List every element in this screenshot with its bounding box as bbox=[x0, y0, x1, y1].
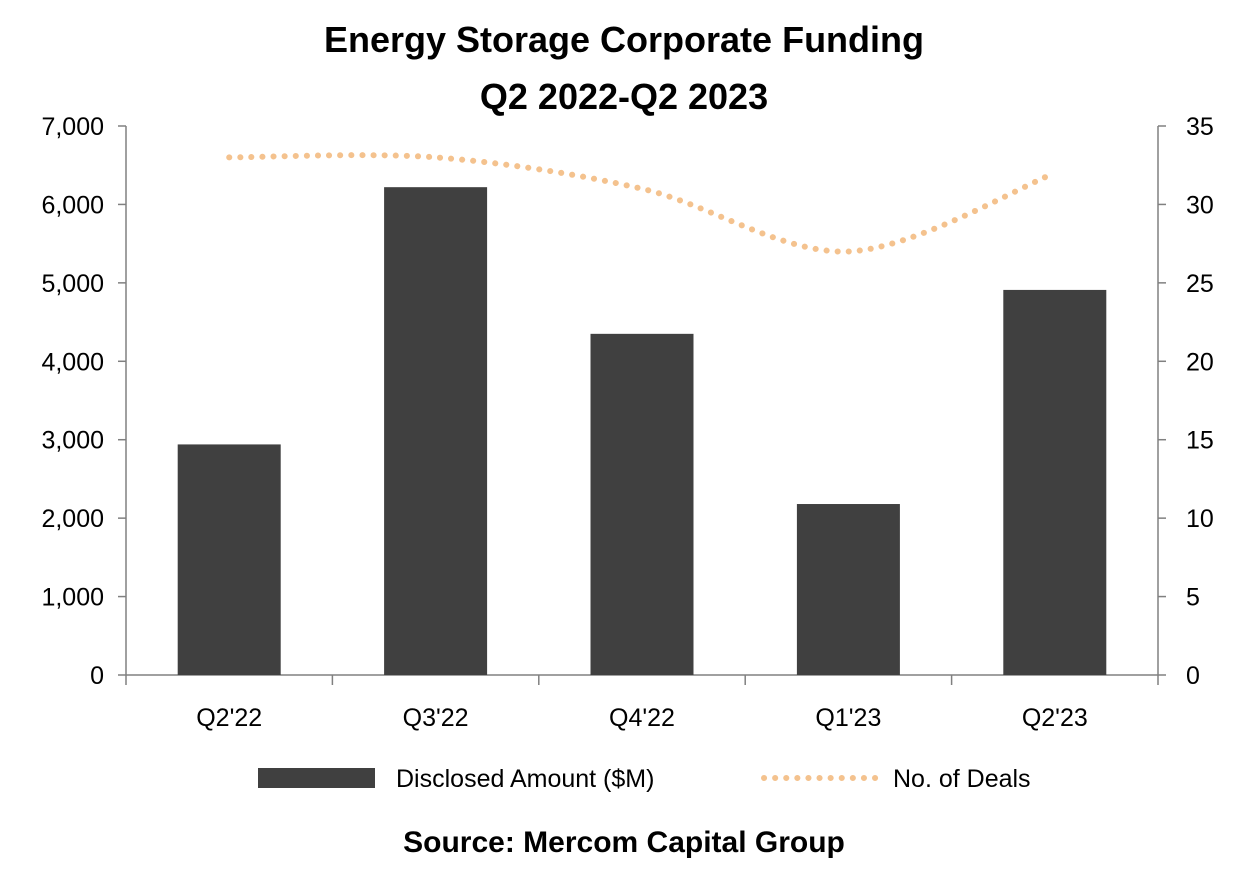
legend-swatch-disclosed-amount bbox=[258, 768, 375, 788]
bar bbox=[177, 444, 281, 675]
deals-line-path bbox=[226, 152, 1058, 255]
left-tick-label: 0 bbox=[90, 662, 104, 690]
chart-subtitle: Q2 2022-Q2 2023 bbox=[480, 76, 768, 117]
x-tick-label: Q4'22 bbox=[609, 704, 675, 732]
x-tick-label: Q2'22 bbox=[196, 704, 262, 732]
line-series bbox=[226, 152, 1058, 255]
legend-label-no-of-deals: No. of Deals bbox=[893, 765, 1031, 793]
right-y-axis: 0 5 10 15 20 25 30 35 bbox=[1157, 113, 1214, 690]
left-tick-label: 2,000 bbox=[41, 505, 104, 533]
x-tick-label: Q2'23 bbox=[1022, 704, 1088, 732]
source-caption: Source: Mercom Capital Group bbox=[403, 826, 845, 859]
left-tick-label: 3,000 bbox=[41, 427, 104, 455]
left-tick-label: 1,000 bbox=[41, 584, 104, 612]
chart-title: Energy Storage Corporate Funding bbox=[324, 19, 924, 60]
right-tick-label: 0 bbox=[1186, 662, 1200, 690]
x-axis: Q2'22 Q3'22 Q4'22 Q1'23 Q2'23 bbox=[125, 674, 1159, 732]
right-tick-label: 25 bbox=[1186, 270, 1214, 298]
right-tick-label: 10 bbox=[1186, 505, 1214, 533]
x-tick-label: Q1'23 bbox=[815, 704, 881, 732]
x-tick-label: Q3'22 bbox=[403, 704, 469, 732]
right-tick-label: 15 bbox=[1186, 427, 1214, 455]
right-tick-label: 35 bbox=[1186, 113, 1214, 141]
legend-label-disclosed-amount: Disclosed Amount ($M) bbox=[396, 765, 654, 793]
left-tick-label: 4,000 bbox=[41, 348, 104, 376]
right-tick-label: 5 bbox=[1186, 584, 1200, 612]
legend: Disclosed Amount ($M) No. of Deals bbox=[258, 765, 1031, 793]
right-tick-label: 20 bbox=[1186, 348, 1214, 376]
left-tick-label: 6,000 bbox=[41, 191, 104, 219]
left-tick-label: 7,000 bbox=[41, 113, 104, 141]
bar bbox=[1003, 289, 1107, 675]
bar bbox=[796, 504, 900, 675]
bar bbox=[384, 187, 488, 675]
left-y-axis: 0 1,000 2,000 3,000 4,000 5,000 6,000 7,000 bbox=[41, 113, 127, 690]
bar-series bbox=[177, 187, 1107, 675]
right-tick-label: 30 bbox=[1186, 191, 1214, 219]
left-tick-label: 5,000 bbox=[41, 270, 104, 298]
bar bbox=[590, 333, 694, 675]
